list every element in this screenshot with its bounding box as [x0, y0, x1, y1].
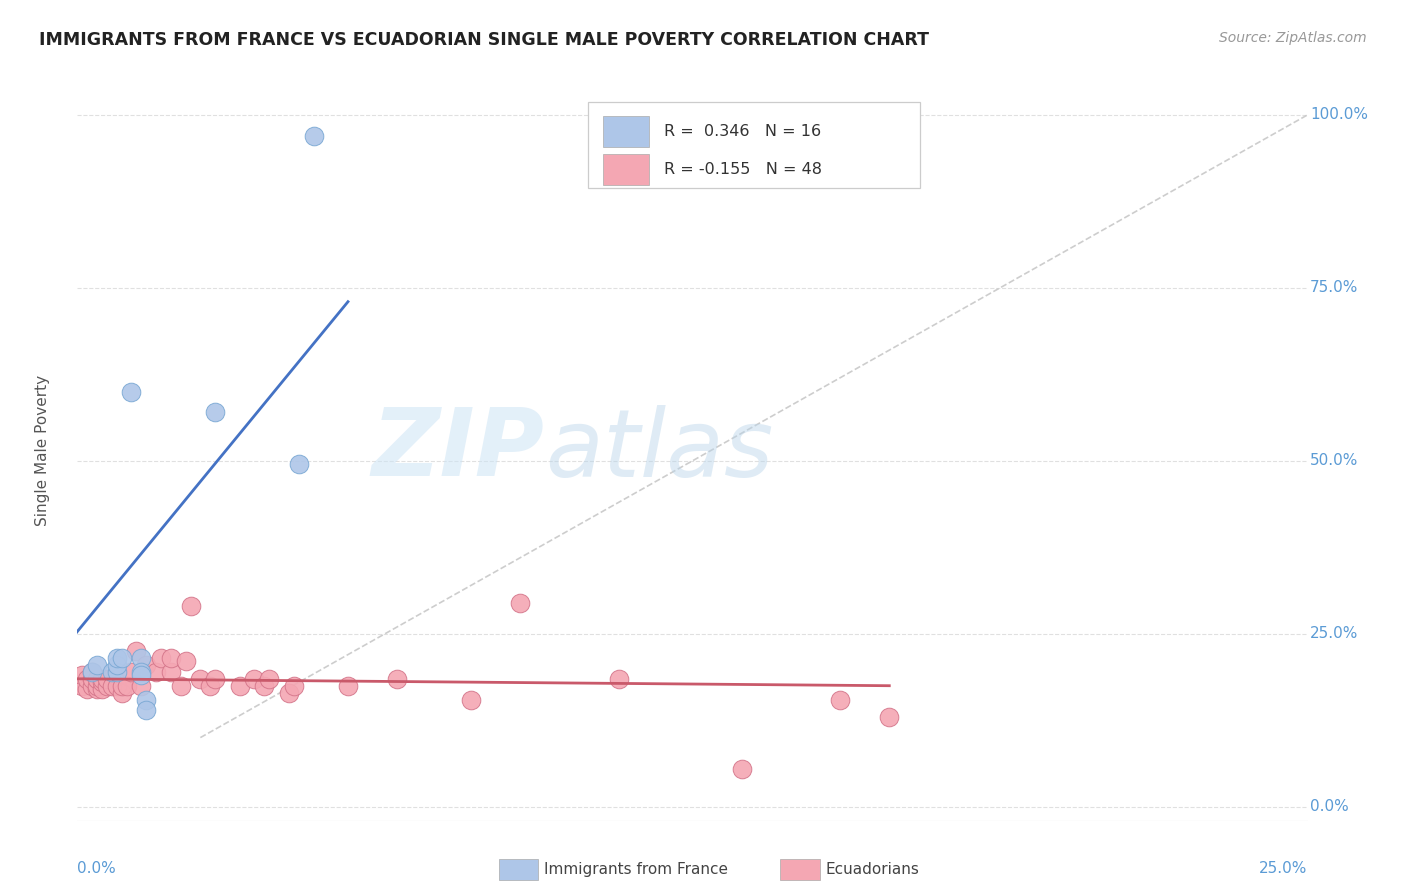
- Point: [253, 679, 276, 693]
- Text: IMMIGRANTS FROM FRANCE VS ECUADORIAN SINGLE MALE POVERTY CORRELATION CHART: IMMIGRANTS FROM FRANCE VS ECUADORIAN SIN…: [39, 31, 929, 49]
- Text: atlas: atlas: [546, 405, 773, 496]
- Point: [105, 679, 128, 693]
- Point: [86, 679, 108, 693]
- Point: [129, 665, 153, 679]
- Point: [105, 657, 128, 672]
- Point: [283, 679, 305, 693]
- FancyBboxPatch shape: [603, 116, 650, 147]
- Point: [174, 655, 197, 669]
- Point: [145, 665, 167, 679]
- Point: [302, 128, 325, 143]
- Point: [243, 672, 266, 686]
- Point: [90, 682, 114, 697]
- Point: [86, 657, 108, 672]
- Point: [160, 651, 183, 665]
- Point: [86, 672, 108, 686]
- Point: [135, 657, 157, 672]
- Point: [278, 685, 301, 699]
- Point: [111, 685, 132, 699]
- Text: Source: ZipAtlas.com: Source: ZipAtlas.com: [1219, 31, 1367, 45]
- FancyBboxPatch shape: [588, 103, 920, 187]
- Point: [105, 665, 128, 679]
- Point: [170, 679, 193, 693]
- Point: [188, 672, 212, 686]
- Text: Ecuadorians: Ecuadorians: [825, 863, 920, 877]
- Text: R =  0.346   N = 16: R = 0.346 N = 16: [664, 124, 821, 139]
- Point: [82, 672, 104, 686]
- Point: [228, 679, 252, 693]
- Point: [82, 665, 104, 679]
- Point: [111, 679, 132, 693]
- FancyBboxPatch shape: [603, 154, 650, 186]
- Point: [111, 651, 132, 665]
- Point: [129, 668, 153, 682]
- Text: 25.0%: 25.0%: [1260, 862, 1308, 876]
- Text: 25.0%: 25.0%: [1310, 626, 1358, 641]
- Point: [204, 405, 226, 419]
- Point: [105, 651, 128, 665]
- Text: 50.0%: 50.0%: [1310, 453, 1358, 468]
- Point: [96, 672, 118, 686]
- Point: [204, 672, 226, 686]
- Point: [70, 668, 93, 682]
- Point: [200, 679, 222, 693]
- Point: [115, 679, 138, 693]
- Point: [70, 679, 93, 693]
- Point: [607, 672, 630, 686]
- Point: [82, 679, 104, 693]
- Point: [121, 665, 143, 679]
- Point: [129, 651, 153, 665]
- Text: ZIP: ZIP: [373, 404, 546, 497]
- Point: [259, 672, 281, 686]
- Point: [101, 679, 124, 693]
- Point: [731, 762, 754, 776]
- Point: [129, 679, 153, 693]
- Point: [76, 672, 98, 686]
- Text: Single Male Poverty: Single Male Poverty: [35, 375, 51, 526]
- Text: 100.0%: 100.0%: [1310, 107, 1368, 122]
- Point: [86, 682, 108, 697]
- Text: Immigrants from France: Immigrants from France: [544, 863, 728, 877]
- Text: 0.0%: 0.0%: [1310, 799, 1348, 814]
- Point: [125, 644, 148, 658]
- Point: [288, 458, 311, 472]
- Point: [82, 665, 104, 679]
- Point: [180, 599, 202, 614]
- Point: [385, 672, 409, 686]
- Point: [830, 692, 852, 706]
- Point: [96, 679, 118, 693]
- Point: [509, 596, 531, 610]
- Point: [135, 692, 157, 706]
- Point: [101, 665, 124, 679]
- Text: 0.0%: 0.0%: [77, 862, 117, 876]
- Point: [337, 679, 360, 693]
- Point: [135, 703, 157, 717]
- Point: [879, 710, 901, 724]
- Point: [90, 672, 114, 686]
- Point: [460, 692, 482, 706]
- Point: [150, 651, 173, 665]
- Point: [121, 384, 143, 399]
- Point: [76, 682, 98, 697]
- Text: 75.0%: 75.0%: [1310, 280, 1358, 295]
- Point: [90, 675, 114, 690]
- Text: R = -0.155   N = 48: R = -0.155 N = 48: [664, 162, 823, 178]
- Point: [160, 665, 183, 679]
